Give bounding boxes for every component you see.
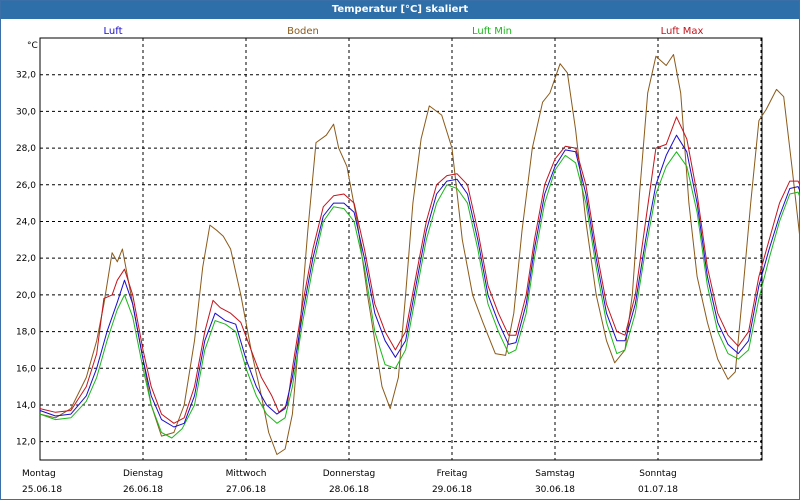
legend-entry: Luft Min	[472, 26, 512, 37]
x-day-label: Samstag	[535, 469, 574, 479]
x-day-label: Freitag	[437, 469, 468, 479]
x-date-label: 27.06.18	[226, 485, 266, 495]
y-axis-unit: °C	[27, 41, 38, 51]
x-date-label: 29.06.18	[432, 485, 472, 495]
plot-area	[39, 37, 763, 461]
y-tick-label: 20,0	[16, 291, 36, 301]
y-tick-label: 32,0	[16, 71, 36, 81]
y-tick-label: 28,0	[16, 144, 36, 154]
legend: Luft Boden Luft Min Luft Max	[104, 26, 704, 37]
y-tick-label: 12,0	[16, 438, 36, 448]
x-day-label: Montag	[22, 469, 56, 479]
series-line-luft-max	[39, 116, 800, 424]
y-tick-label: 16,0	[16, 364, 36, 374]
series-line-luft	[39, 134, 800, 428]
x-day-label: Donnerstag	[323, 469, 376, 479]
series-line-luft-min	[39, 151, 800, 439]
y-tick-label: 30,0	[16, 107, 36, 117]
x-date-label: 30.06.18	[535, 485, 575, 495]
y-tick-label: 24,0	[16, 217, 36, 227]
y-tick-label: 14,0	[16, 401, 36, 411]
legend-entry: Luft	[104, 26, 123, 37]
x-date-label: 28.06.18	[329, 485, 369, 495]
y-tick-label: 26,0	[16, 181, 36, 191]
x-date-label: 26.06.18	[123, 485, 163, 495]
x-day-label: Sonntag	[639, 469, 676, 479]
x-day-label: Mittwoch	[226, 469, 267, 479]
series-layer	[39, 54, 800, 455]
grid-lines	[40, 38, 762, 460]
y-tick-label: 18,0	[16, 328, 36, 338]
x-date-label: 25.06.18	[22, 485, 62, 495]
x-date-label: 01.07.18	[638, 485, 678, 495]
chart-title: Temperatur [°C] skaliert	[1, 1, 799, 19]
legend-entry: Luft Max	[661, 26, 704, 37]
x-day-label: Dienstag	[123, 469, 163, 479]
y-tick-label: 22,0	[16, 254, 36, 264]
legend-entry: Boden	[287, 26, 319, 37]
series-line-boden	[39, 54, 800, 455]
y-axis-ticks: 12,0 14,0 16,0 18,0 20,0 22,0 24,0 26,0 28,0 30,0…	[16, 71, 36, 448]
x-axis-labels: Montag 25.06.18 Dienstag 26.06.18 Mittwoch 27…	[22, 469, 678, 495]
